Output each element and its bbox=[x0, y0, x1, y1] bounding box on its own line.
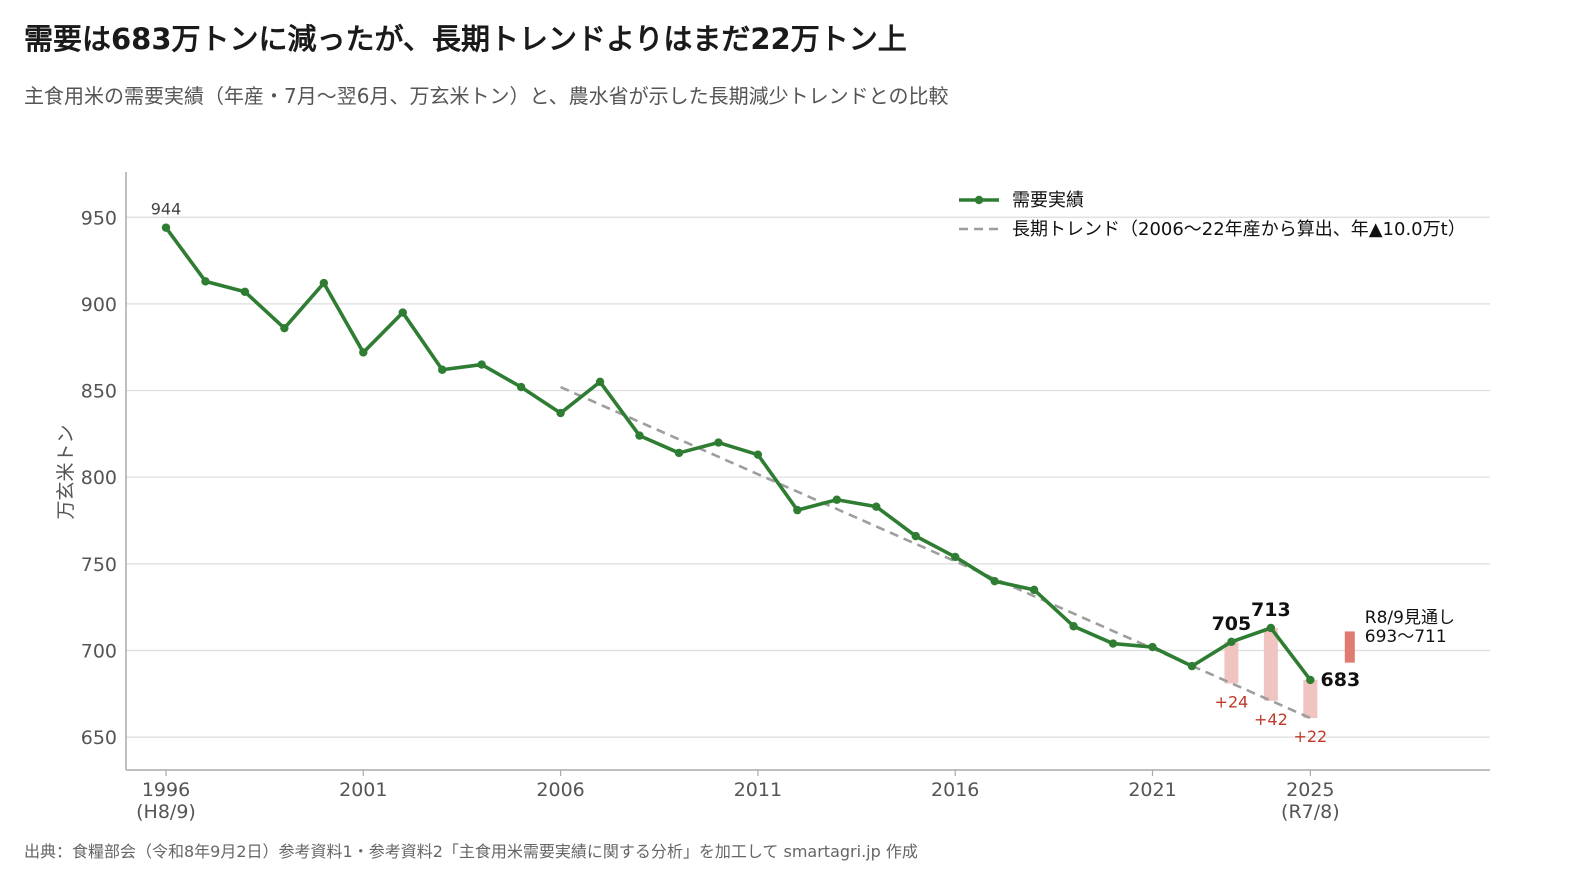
data-point-2024 bbox=[1266, 623, 1276, 633]
data-point-2005 bbox=[516, 382, 526, 392]
data-point-2008 bbox=[635, 431, 644, 440]
data-point-2021 bbox=[1148, 642, 1157, 652]
gap-label-2025: +22 bbox=[1293, 727, 1327, 746]
data-point-2002 bbox=[398, 308, 407, 317]
legend-marker-actual bbox=[974, 195, 984, 205]
x-tick-label-2025: 2025 bbox=[1286, 779, 1334, 801]
data-point-2023 bbox=[1227, 637, 1236, 647]
point-label-2023: 705 bbox=[1212, 613, 1252, 635]
data-point-2017 bbox=[990, 576, 999, 586]
data-point-2020 bbox=[1108, 639, 1118, 648]
y-tick-label-700: 700 bbox=[81, 641, 117, 663]
data-point-2014 bbox=[872, 502, 881, 511]
data-point-1996 bbox=[161, 223, 171, 232]
gap-label-2024: +42 bbox=[1254, 710, 1288, 729]
point-label-2025: 683 bbox=[1321, 669, 1361, 691]
source-note: 出典：食糧部会（令和8年9月2日）参考資料1・参考資料2「主食用米需要実績に関す… bbox=[24, 842, 918, 861]
gap-bar-2023 bbox=[1224, 641, 1239, 684]
y-axis-title: 万玄米トン bbox=[55, 424, 77, 519]
data-point-2004 bbox=[477, 360, 486, 369]
data-point-2000 bbox=[319, 278, 329, 288]
data-point-2018 bbox=[1029, 585, 1039, 595]
data-point-2015 bbox=[911, 531, 920, 541]
y-tick-label-750: 750 bbox=[81, 554, 117, 576]
legend-label-trend: 長期トレンド（2006〜22年産から算出、年▲10.0万t） bbox=[1012, 219, 1466, 240]
data-point-2009 bbox=[674, 448, 684, 458]
data-point-2022 bbox=[1187, 661, 1197, 671]
y-tick-label-850: 850 bbox=[81, 381, 117, 403]
data-point-2007 bbox=[595, 377, 605, 387]
point-label-1996: 944 bbox=[151, 200, 182, 219]
legend-label-actual: 需要実績 bbox=[1012, 190, 1084, 211]
data-point-2006 bbox=[556, 408, 565, 418]
data-point-2001 bbox=[359, 348, 368, 357]
point-label-2024: 713 bbox=[1251, 599, 1291, 621]
data-point-2025 bbox=[1306, 675, 1315, 685]
trend-line bbox=[560, 385, 1311, 720]
outlook-bar bbox=[1344, 631, 1355, 663]
data-point-2012 bbox=[793, 505, 802, 515]
data-point-2016 bbox=[951, 552, 960, 562]
x-tick-label-2001: 2001 bbox=[339, 779, 387, 801]
demand-series-line bbox=[164, 226, 1312, 682]
data-point-1999 bbox=[280, 323, 289, 333]
x-tick-label-2016: 2016 bbox=[931, 779, 979, 801]
x-tick-label-2011: 2011 bbox=[734, 779, 782, 801]
data-point-2003 bbox=[438, 365, 447, 374]
data-point-2019 bbox=[1069, 622, 1078, 631]
outlook-label-line1: R8/9見通し bbox=[1365, 608, 1455, 628]
x-tick-label-2006: 2006 bbox=[536, 779, 584, 801]
outlook-label-line2: 693〜711 bbox=[1365, 627, 1447, 647]
y-tick-label-800: 800 bbox=[81, 467, 117, 489]
gap-bar-2025 bbox=[1303, 679, 1318, 719]
x-tick-label-2021: 2021 bbox=[1128, 779, 1176, 801]
data-point-1997 bbox=[201, 277, 210, 286]
chart-subtitle: 主食用米の需要実績（年産・7月〜翌6月、万玄米トン）と、農水省が示した長期減少ト… bbox=[24, 84, 949, 108]
x-tick-sublabel-2025: (R7/8) bbox=[1281, 801, 1340, 823]
x-tick-sublabel-1996: (H8/9) bbox=[136, 801, 196, 823]
x-tick-label-1996: 1996 bbox=[142, 779, 190, 801]
data-point-2010 bbox=[714, 438, 723, 447]
data-point-2011 bbox=[753, 450, 763, 459]
data-point-2013 bbox=[832, 495, 842, 504]
gap-label-2023: +24 bbox=[1215, 692, 1249, 711]
gap-bar-2024 bbox=[1263, 627, 1278, 701]
y-tick-label-900: 900 bbox=[81, 294, 117, 316]
y-tick-label-950: 950 bbox=[81, 207, 117, 229]
data-point-1998 bbox=[240, 287, 250, 296]
y-tick-label-650: 650 bbox=[81, 727, 117, 749]
chart-title: 需要は683万トンに減ったが、長期トレンドよりはまだ22万トン上 bbox=[24, 22, 907, 56]
